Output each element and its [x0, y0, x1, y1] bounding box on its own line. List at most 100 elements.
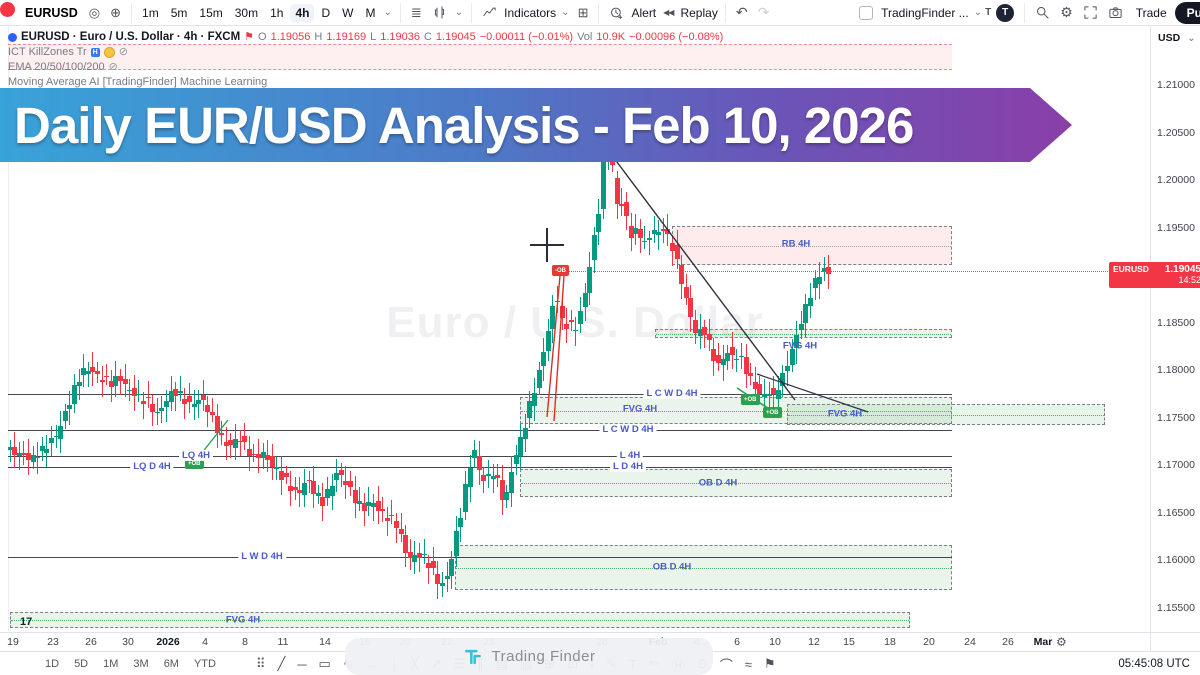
cycle-tool-icon[interactable]: ≈: [744, 656, 752, 672]
fullscreen-icon[interactable]: [1078, 5, 1103, 20]
trend-line-tool-icon[interactable]: ╱: [277, 656, 286, 671]
replay-button[interactable]: Replay: [680, 5, 718, 20]
price-level-label[interactable]: L D 4H: [610, 460, 646, 472]
change-value: −0.00011 (−0.01%): [479, 31, 574, 43]
price-level-label[interactable]: L C W D 4H: [599, 423, 657, 435]
order-block-badge[interactable]: -OB: [552, 265, 569, 276]
candle-style-icon[interactable]: [427, 5, 452, 20]
chevron-down-icon[interactable]: ⌄: [973, 7, 983, 18]
indicators-icon[interactable]: [477, 5, 502, 20]
ob-bottom-zone[interactable]: [455, 545, 952, 590]
horizontal-line-tool-icon[interactable]: ─: [297, 656, 307, 672]
tradingfinder-watermark: Trading Finder: [345, 638, 713, 675]
price-level-line[interactable]: [8, 430, 952, 431]
price-level-line[interactable]: [8, 394, 952, 395]
layout-name-button[interactable]: TradingFinder ...: [881, 5, 969, 20]
indicator-templates-icon[interactable]: ⊞: [577, 4, 589, 20]
low-value: 1.19036: [380, 31, 420, 43]
price-tick: 1.16000: [1157, 554, 1195, 567]
killzone-band[interactable]: [8, 44, 952, 70]
compare-add-icon[interactable]: ⊕: [110, 4, 122, 20]
settings-gear-icon[interactable]: ⚙: [1060, 4, 1073, 20]
range-5d[interactable]: 5D: [74, 658, 89, 670]
alert-clock-icon[interactable]: [604, 5, 629, 20]
time-tick: 8: [242, 636, 248, 648]
timeframe-5m[interactable]: 5m: [170, 5, 188, 20]
rectangle-tool-icon[interactable]: ▭: [318, 656, 331, 671]
timeframe-30m[interactable]: 30m: [234, 5, 259, 20]
visibility-off-icon[interactable]: ⊘: [108, 61, 118, 73]
legend-indicator-row: EMA 20/50/100/200 ⊘: [8, 60, 723, 75]
ohlc-label: O: [258, 31, 267, 43]
timeframe-D[interactable]: D: [321, 5, 331, 20]
time-axis-settings-icon[interactable]: ⚙: [1056, 635, 1067, 649]
price-level-label[interactable]: L C W D 4H: [643, 387, 701, 399]
chevron-down-icon[interactable]: ⌄: [561, 7, 570, 18]
order-block-badge[interactable]: +OB: [741, 394, 760, 405]
range-1m[interactable]: 1M: [103, 658, 119, 670]
chevron-down-icon[interactable]: ⌄: [1187, 32, 1196, 44]
range-ytd[interactable]: YTD: [193, 658, 216, 670]
alert-button[interactable]: Alert: [631, 5, 657, 20]
time-tick: 26: [1002, 636, 1014, 648]
indicator-name[interactable]: EMA 20/50/100/200: [8, 61, 105, 73]
trend-line[interactable]: [607, 149, 796, 401]
order-block-badge[interactable]: +OB: [185, 458, 204, 469]
chart-plot[interactable]: Euro / U.S. Dollar EURUSD · Euro / U.S. …: [0, 26, 1150, 632]
timeframe-1m[interactable]: 1m: [142, 5, 159, 20]
order-block-badge[interactable]: +OB: [763, 407, 782, 418]
quick-search-icon[interactable]: [1030, 5, 1055, 20]
currency-label[interactable]: USD: [1158, 32, 1181, 44]
range-1d[interactable]: 1D: [45, 658, 60, 670]
timeframe-1h[interactable]: 1h: [270, 5, 284, 20]
rb-zone[interactable]: [672, 226, 952, 265]
time-tick: 30: [122, 636, 134, 648]
timeframe-W[interactable]: W: [342, 5, 354, 20]
last-price-tag: EURUSD 1.19045 14:52: [1109, 262, 1200, 288]
chevron-down-icon[interactable]: ⌄: [454, 7, 464, 18]
replay-icon[interactable]: ◀◀: [663, 8, 674, 17]
bar-style-list-icon[interactable]: ≣: [410, 4, 422, 20]
symbol-button[interactable]: EURUSD: [19, 4, 84, 22]
watch-icon[interactable]: ◎: [88, 4, 101, 20]
notification-badge[interactable]: [0, 2, 15, 17]
drag-handle-icon[interactable]: ⠿: [255, 656, 266, 671]
price-axis[interactable]: USD ⌄ EURUSD 1.19045 14:52 1.21000 1.2050…: [1109, 26, 1200, 632]
timeframe-M[interactable]: M: [365, 5, 376, 20]
range-3m[interactable]: 3M: [133, 658, 149, 670]
snapshot-camera-icon[interactable]: [1103, 5, 1128, 20]
timeframe-4h[interactable]: 4h: [290, 3, 315, 22]
user-avatar[interactable]: T: [996, 3, 1015, 22]
price-level-label[interactable]: LQ 4H: [179, 449, 213, 461]
ohlc-label: C: [423, 31, 432, 43]
visibility-off-icon[interactable]: ⊘: [118, 46, 128, 58]
price-level-label[interactable]: LQ D 4H: [130, 460, 174, 472]
chevron-down-icon[interactable]: ⌄: [383, 7, 392, 18]
layout-checkbox[interactable]: [859, 5, 874, 20]
indicator-name[interactable]: ICT KillZones Tr: [8, 46, 87, 58]
trade-button[interactable]: Trade: [1135, 5, 1167, 20]
indicator-name[interactable]: Moving Average AI [TradingFinder] Machin…: [8, 76, 268, 88]
ob-mid-zone[interactable]: [520, 469, 952, 497]
timeframe-15m[interactable]: 15m: [199, 5, 223, 20]
price-level-label[interactable]: L W D 4H: [238, 550, 286, 562]
curve-tool-icon[interactable]: ⌒: [719, 657, 733, 673]
legend-symbol-title[interactable]: EURUSD · Euro / U.S. Dollar · 4h · FXCM: [21, 31, 241, 43]
undo-icon[interactable]: ↶: [735, 4, 748, 20]
legend-symbol-row: EURUSD · Euro / U.S. Dollar · 4h · FXCM …: [8, 30, 723, 45]
range-6m[interactable]: 6M: [163, 658, 179, 670]
indicators-button[interactable]: Indicators: [504, 5, 557, 20]
position-tool-icon[interactable]: ⚑: [763, 656, 776, 671]
ob-bottom-zone-label: OB D 4H: [652, 561, 692, 573]
publish-button[interactable]: Pu: [1174, 1, 1200, 24]
fvg-strip-zone-label: FVG 4H: [225, 614, 261, 626]
utc-clock[interactable]: 05:45:08 UTC: [1118, 658, 1190, 670]
price-level-label[interactable]: L 4H: [616, 449, 644, 461]
axis-corner-divider: [1150, 633, 1151, 652]
fvg-right-zone-label: FVG 4H: [827, 408, 863, 420]
redo-icon[interactable]: ↷: [757, 4, 770, 20]
price-tick: 1.17000: [1157, 459, 1195, 472]
price-level-line[interactable]: [8, 557, 952, 558]
killzone-chip: H: [90, 48, 100, 57]
fvg-strip-zone[interactable]: [10, 612, 910, 628]
